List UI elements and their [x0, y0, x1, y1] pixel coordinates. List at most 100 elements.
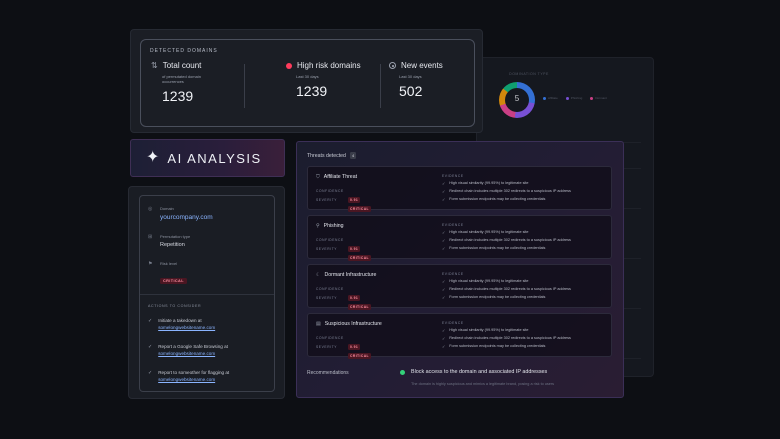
severity-badge: CRITICAL: [348, 353, 372, 359]
threat-name: Dormant Infrastructure: [324, 272, 377, 278]
confidence-badge: 0.91: [348, 295, 361, 301]
check-icon: ✓: [148, 370, 153, 376]
check-icon: ✓: [148, 318, 153, 324]
threat-card[interactable]: ⚲ Phishing CONFIDENCE 0.91 SEVERITY CRITI…: [307, 215, 612, 261]
check-icon: ✓: [148, 344, 153, 350]
stat-new-events: New events Last 30 days 502: [389, 61, 443, 99]
stat-new-events-value: 502: [399, 83, 423, 99]
donut-chart: 5: [499, 82, 535, 118]
stat-high-risk-label: High risk domains: [297, 61, 361, 70]
evidence-line: ✓ Redirect chain includes multiple 302 re…: [442, 287, 571, 292]
check-icon: ✓: [442, 345, 446, 349]
severity-label: SEVERITY: [316, 345, 338, 349]
confidence-label: CONFIDENCE: [316, 287, 344, 291]
check-icon: ✓: [442, 296, 446, 300]
domain-detail-inner: ◎ Domain yourcompany.com ⊞ Permutation t…: [139, 195, 275, 392]
check-icon: ✓: [442, 198, 446, 202]
recommendations-label: Recommendations: [307, 370, 349, 376]
evidence-line: ✓ High visual similarity (99.95%) to legi…: [442, 279, 529, 284]
check-icon: ✓: [442, 247, 446, 251]
evidence-label: EVIDENCE: [442, 321, 464, 325]
severity-badge: CRITICAL: [348, 304, 372, 310]
threat-card[interactable]: ▤ Suspicious Infrastructure CONFIDENCE 0.…: [307, 313, 612, 359]
red-dot-icon: [286, 62, 292, 69]
grid-icon: ⊞: [148, 234, 153, 240]
sparkle-icon: ✦: [146, 149, 160, 166]
threat-card[interactable]: ⛉ Affiliate Threat CONFIDENCE 0.91 SEVERI…: [307, 166, 612, 212]
stat-high-risk: High risk domains Last 30 days 1239: [286, 61, 361, 99]
domain-field: ◎ Domain yourcompany.com: [148, 206, 213, 221]
action-item: ✓ Initiate a takedown at somelongwebsite…: [148, 318, 215, 331]
severity-badge: CRITICAL: [348, 255, 372, 261]
severity-badge: CRITICAL: [348, 206, 372, 212]
severity-label: SEVERITY: [316, 247, 338, 251]
action-link[interactable]: somelongwebsitename.com: [158, 377, 216, 382]
domination-type-title: DOMINATION TYPE: [509, 72, 549, 76]
evidence-label: EVIDENCE: [442, 272, 464, 276]
recommendation-sub: The domain is highly suspicious and mimi…: [411, 382, 555, 386]
severity-label: SEVERITY: [316, 296, 338, 300]
fishhook-icon: ⚲: [316, 223, 320, 229]
evidence-label: EVIDENCE: [442, 223, 464, 227]
stat-high-risk-sub: Last 30 days: [296, 74, 319, 79]
check-icon: ✓: [442, 337, 446, 341]
detected-domains-inner: [140, 39, 475, 127]
stat-total-count: ⇅ Total count of permutated domain occur…: [151, 61, 222, 104]
evidence-line: ✓ Redirect chain includes multiple 302 re…: [442, 238, 571, 243]
threat-name: Affiliate Threat: [323, 174, 358, 180]
stat-high-risk-value: 1239: [296, 83, 328, 99]
shield-icon: ⛉: [316, 174, 320, 180]
ai-analysis-header: ✦ AI ANALYSIS: [130, 139, 285, 177]
divider: [380, 64, 381, 108]
moon-icon: ☾: [316, 272, 321, 278]
server-icon: ▤: [316, 321, 321, 327]
action-link[interactable]: somelongwebsitename.com: [158, 325, 216, 330]
evidence-line: ✓ Redirect chain includes multiple 302 re…: [442, 336, 571, 341]
donut-legend: Affiliate Phishing Dormant: [543, 96, 607, 100]
risk-field: ⚑ Risk level CRITICAL: [148, 261, 187, 287]
evidence-label: EVIDENCE: [442, 174, 464, 178]
evidence-line: ✓ Form submission endpoints may be collec…: [442, 246, 546, 251]
evidence-line: ✓ Form submission endpoints may be collec…: [442, 344, 546, 349]
action-text: Report to someother for flagging at: [158, 370, 230, 375]
check-icon: ✓: [442, 288, 446, 292]
threat-name: Phishing: [323, 223, 344, 229]
target-icon: [389, 62, 396, 69]
risk-badge: CRITICAL: [160, 278, 187, 284]
donut-value: 5: [514, 94, 520, 103]
action-text: Report a Google Safe Browsing at: [158, 344, 228, 349]
confidence-label: CONFIDENCE: [316, 189, 344, 193]
action-text: Initiate a takedown at: [158, 318, 202, 323]
check-icon: ✓: [442, 231, 446, 235]
check-icon: ✓: [442, 280, 446, 284]
legend-item: Phishing: [565, 96, 582, 100]
action-link[interactable]: somelongwebsitename.com: [158, 351, 216, 356]
detected-domains-card: DETECTED DOMAINS ⇅ Total count of permut…: [130, 29, 483, 133]
evidence-line: ✓ High visual similarity (99.95%) to legi…: [442, 230, 529, 235]
confidence-label: CONFIDENCE: [316, 238, 344, 242]
evidence-line: ✓ Form submission endpoints may be collec…: [442, 295, 546, 300]
flag-icon: ⚑: [148, 261, 153, 267]
ai-analysis-label: AI ANALYSIS: [167, 150, 262, 166]
confidence-badge: 0.91: [348, 197, 361, 203]
domain-value[interactable]: yourcompany.com: [160, 214, 213, 221]
status-dot-icon: [400, 370, 405, 375]
permutation-label: Permutation type: [160, 234, 191, 239]
stat-total-sub: of permutated domain occurrences: [162, 74, 201, 84]
legend-item: Affiliate: [543, 96, 558, 100]
stat-total-value: 1239: [162, 88, 194, 104]
threat-name: Suspicious Infrastructure: [324, 321, 382, 327]
stat-total-label: Total count: [162, 61, 202, 70]
domain-label: Domain: [160, 206, 174, 211]
confidence-badge: 0.91: [348, 344, 361, 350]
stat-new-events-sub: Last 30 days: [399, 74, 422, 79]
detected-domains-heading: DETECTED DOMAINS: [150, 48, 218, 54]
domain-detail-card: ◎ Domain yourcompany.com ⊞ Permutation t…: [128, 186, 285, 399]
severity-label: SEVERITY: [316, 198, 338, 202]
legend-item: Dormant: [590, 96, 607, 100]
threat-card[interactable]: ☾ Dormant Infrastructure CONFIDENCE 0.91 …: [307, 264, 612, 310]
sort-icon: ⇅: [151, 61, 158, 70]
check-icon: ✓: [442, 190, 446, 194]
evidence-line: ✓ High visual similarity (99.95%) to legi…: [442, 328, 529, 333]
risk-label: Risk level: [160, 261, 178, 266]
